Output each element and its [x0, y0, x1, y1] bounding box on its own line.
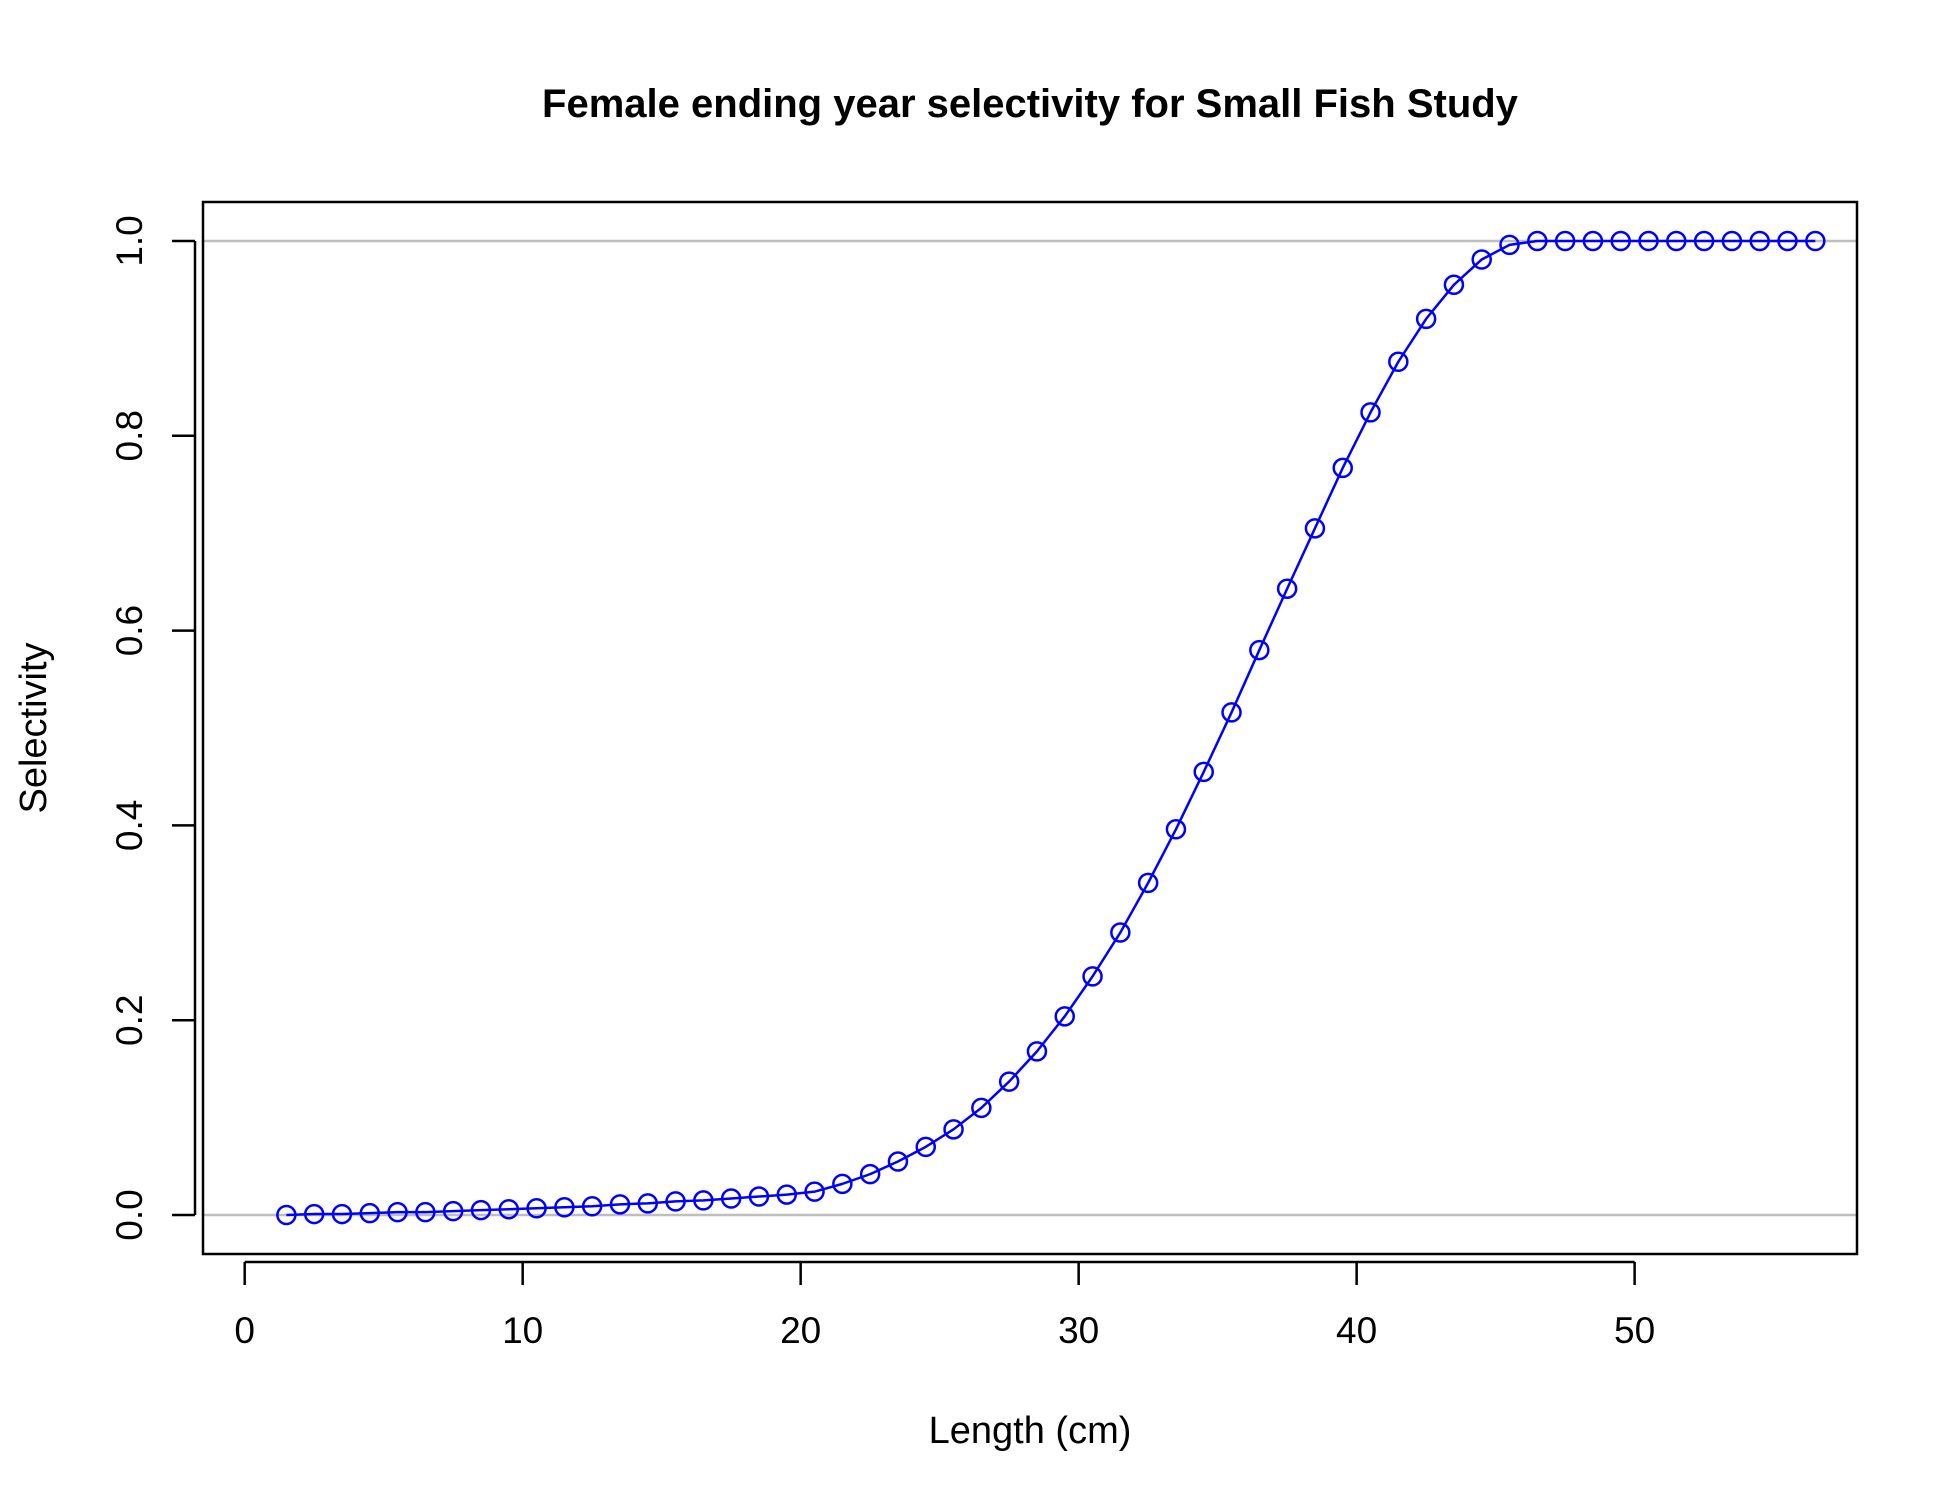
data-point: [1221, 702, 1242, 723]
data-point: [1471, 249, 1492, 270]
x-axis: 0 10 20 30 40 50: [234, 1260, 1655, 1351]
data-point: [1304, 518, 1326, 539]
data-point: [665, 1191, 686, 1212]
data-point: [1582, 230, 1604, 252]
data-point: [720, 1188, 742, 1209]
data-point: [832, 1173, 853, 1195]
data-point: [1638, 230, 1659, 252]
data-point: [359, 1202, 381, 1224]
x-tick-label: 50: [1614, 1310, 1655, 1351]
data-point: [1249, 639, 1270, 661]
data-point: [748, 1186, 770, 1207]
plot-frame: [201, 200, 1859, 1256]
series-line: [286, 239, 1816, 1217]
data-point: [1415, 308, 1437, 330]
data-point: [971, 1097, 992, 1119]
data-point: [276, 1204, 297, 1226]
data-point: [1443, 274, 1465, 296]
x-tick-label: 30: [1058, 1310, 1099, 1351]
data-point: [1777, 230, 1798, 252]
data-point: [1666, 230, 1687, 252]
data-point: [1749, 230, 1770, 252]
y-axis-label: Selectivity: [13, 642, 55, 813]
data-point: [1610, 230, 1631, 252]
y-tick-label: 0.4: [109, 800, 150, 851]
data-point: [998, 1071, 1020, 1092]
x-tick-label: 0: [234, 1310, 255, 1351]
data-point: [1137, 872, 1159, 894]
data-point: [943, 1119, 964, 1140]
data-point: [415, 1201, 436, 1223]
data-point: [1193, 761, 1214, 783]
data-point: [1721, 230, 1743, 252]
y-axis: 0.0 0.2 0.4 0.6 0.8 1.0: [109, 215, 197, 1241]
data-point: [637, 1193, 659, 1214]
y-tick-label: 0.8: [109, 410, 150, 461]
data-point: [1360, 402, 1381, 423]
x-tick-label: 20: [780, 1310, 821, 1351]
data-point: [331, 1203, 353, 1225]
data-point: [1388, 351, 1409, 372]
y-tick-label: 0.6: [109, 605, 150, 656]
data-point: [804, 1181, 825, 1202]
data-point: [1165, 819, 1187, 840]
data-point: [303, 1203, 325, 1225]
data-point: [526, 1197, 547, 1219]
data-point: [887, 1151, 909, 1172]
data-point: [470, 1199, 492, 1221]
data-point: [776, 1184, 798, 1205]
data-point: [1054, 1006, 1075, 1027]
chart-title: Female ending year selectivity for Small…: [542, 82, 1519, 126]
series-layer: [276, 230, 1826, 1226]
data-point: [1082, 966, 1103, 987]
data-point: [1026, 1041, 1048, 1062]
data-point: [1110, 922, 1131, 943]
data-point: [1499, 234, 1520, 256]
data-point: [442, 1200, 464, 1222]
x-axis-label: Length (cm): [929, 1410, 1132, 1452]
data-point: [915, 1136, 937, 1158]
data-point: [609, 1194, 631, 1215]
x-tick-label: 10: [502, 1310, 543, 1351]
data-point: [693, 1190, 714, 1211]
data-point: [1693, 230, 1715, 252]
data-point: [498, 1198, 520, 1220]
x-tick-label: 40: [1336, 1310, 1377, 1351]
data-point: [859, 1163, 881, 1185]
data-point: [387, 1201, 408, 1223]
data-point: [1805, 230, 1826, 252]
data-point: [581, 1196, 603, 1217]
data-point: [1332, 457, 1353, 479]
y-tick-label: 0.0: [109, 1189, 150, 1240]
data-point: [554, 1196, 575, 1218]
y-tick-label: 1.0: [109, 215, 150, 266]
data-point: [1527, 230, 1548, 252]
data-point: [1276, 578, 1298, 599]
y-tick-label: 0.2: [109, 995, 150, 1046]
data-point: [1554, 230, 1576, 252]
